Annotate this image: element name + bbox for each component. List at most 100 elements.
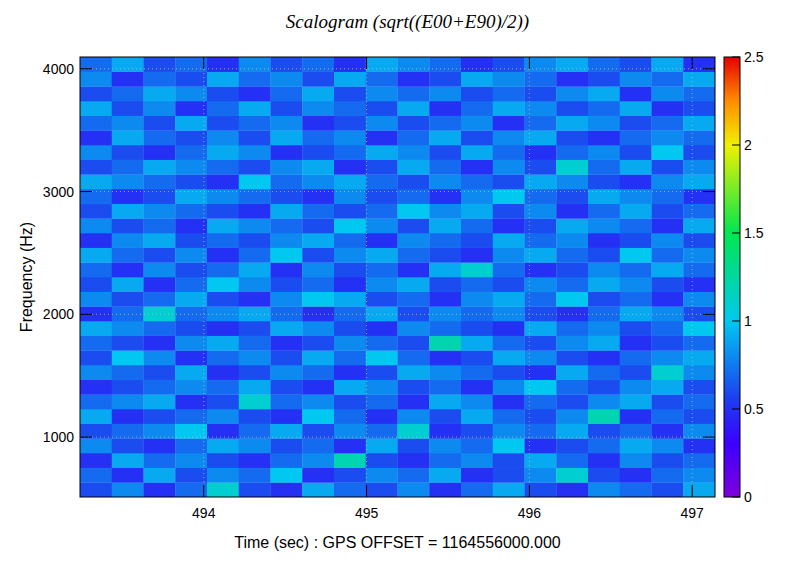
cell [683, 350, 715, 365]
tick [703, 191, 715, 192]
cell [80, 306, 112, 321]
cell [429, 380, 461, 395]
colorbar-tick [732, 145, 740, 146]
cell [683, 72, 715, 87]
cell [302, 482, 334, 497]
cell [334, 57, 366, 72]
cell [175, 248, 207, 263]
cell [556, 394, 588, 409]
cell [239, 72, 271, 87]
cell [588, 350, 620, 365]
cell [334, 306, 366, 321]
cell [175, 350, 207, 365]
cell [652, 218, 684, 233]
cell [334, 380, 366, 395]
cell [112, 204, 144, 219]
cell [683, 306, 715, 321]
cell [112, 394, 144, 409]
cell [683, 424, 715, 439]
y-label: Frequency (Hz) [18, 222, 35, 332]
cell [556, 409, 588, 424]
cell [271, 365, 303, 380]
cell [461, 394, 493, 409]
cell [80, 453, 112, 468]
cell [80, 482, 112, 497]
cell [80, 424, 112, 439]
cell [620, 248, 652, 263]
cell [429, 86, 461, 101]
cell [271, 233, 303, 248]
cell [620, 409, 652, 424]
cell [334, 438, 366, 453]
cell [620, 365, 652, 380]
cell [683, 292, 715, 307]
cell [239, 145, 271, 160]
cell [398, 57, 430, 72]
cell [652, 292, 684, 307]
cell [620, 482, 652, 497]
cell [429, 292, 461, 307]
cell [493, 277, 525, 292]
cell [80, 409, 112, 424]
cell [175, 204, 207, 219]
cell [80, 468, 112, 483]
cell [334, 277, 366, 292]
frame [80, 57, 715, 497]
cell [302, 277, 334, 292]
cell [366, 174, 398, 189]
cell [620, 306, 652, 321]
cell [556, 116, 588, 131]
cell [302, 394, 334, 409]
cell [334, 160, 366, 175]
cell [683, 453, 715, 468]
cell [239, 189, 271, 204]
cell [239, 130, 271, 145]
cell [461, 57, 493, 72]
cell [683, 468, 715, 483]
cell [112, 57, 144, 72]
cell [207, 218, 239, 233]
cell [175, 174, 207, 189]
cell [398, 160, 430, 175]
cell [334, 145, 366, 160]
cell [620, 321, 652, 336]
cell [652, 72, 684, 87]
cell [556, 233, 588, 248]
cell [271, 482, 303, 497]
cell [80, 145, 112, 160]
cell [620, 72, 652, 87]
cell [461, 321, 493, 336]
cell [588, 145, 620, 160]
cell [556, 277, 588, 292]
cell [175, 394, 207, 409]
cell [239, 174, 271, 189]
cell [207, 233, 239, 248]
cell [366, 204, 398, 219]
cell [461, 336, 493, 351]
cell [271, 57, 303, 72]
cell [588, 218, 620, 233]
cell [80, 277, 112, 292]
cell [588, 292, 620, 307]
cell [144, 248, 176, 263]
cell [366, 130, 398, 145]
cell [556, 306, 588, 321]
cell [620, 130, 652, 145]
tick-label: 1000 [43, 429, 74, 445]
cell [239, 453, 271, 468]
cell [429, 336, 461, 351]
cell [429, 174, 461, 189]
cell [271, 189, 303, 204]
cell [207, 350, 239, 365]
cell [239, 365, 271, 380]
cell [683, 409, 715, 424]
cell [302, 101, 334, 116]
cell [175, 453, 207, 468]
cell [239, 233, 271, 248]
cell [207, 394, 239, 409]
cell [398, 72, 430, 87]
cell [366, 306, 398, 321]
cell [302, 380, 334, 395]
cell [398, 262, 430, 277]
cell [239, 468, 271, 483]
